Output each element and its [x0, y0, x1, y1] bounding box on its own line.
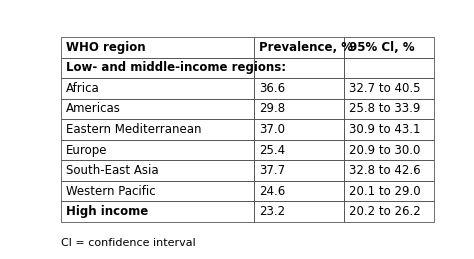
- Bar: [254, 57, 344, 78]
- Bar: [61, 119, 254, 140]
- Text: 37.7: 37.7: [259, 164, 285, 177]
- Bar: [61, 37, 254, 57]
- Text: Europe: Europe: [66, 143, 108, 156]
- Text: 20.1 to 29.0: 20.1 to 29.0: [349, 185, 420, 198]
- Bar: [254, 119, 344, 140]
- Text: 29.8: 29.8: [259, 103, 285, 116]
- Bar: [61, 37, 254, 57]
- Bar: [344, 78, 434, 99]
- Text: Low- and middle-income regions:: Low- and middle-income regions:: [66, 61, 286, 74]
- Bar: [254, 181, 344, 202]
- Bar: [344, 181, 434, 202]
- Bar: [254, 202, 344, 222]
- Bar: [254, 140, 344, 160]
- Bar: [61, 57, 254, 78]
- Text: Western Pacific: Western Pacific: [66, 185, 155, 198]
- Bar: [61, 119, 254, 140]
- Bar: [254, 37, 344, 57]
- Text: 95% Cl, %: 95% Cl, %: [349, 41, 414, 54]
- Bar: [61, 140, 254, 160]
- Bar: [344, 140, 434, 160]
- Text: High income: High income: [66, 205, 148, 218]
- Bar: [61, 181, 254, 202]
- Bar: [61, 78, 254, 99]
- Text: Americas: Americas: [66, 103, 121, 116]
- Bar: [254, 160, 344, 181]
- Text: Cl = confidence interval: Cl = confidence interval: [61, 238, 196, 248]
- Bar: [254, 202, 344, 222]
- Bar: [344, 119, 434, 140]
- Bar: [254, 78, 344, 99]
- Bar: [344, 181, 434, 202]
- Bar: [344, 57, 434, 78]
- Bar: [254, 140, 344, 160]
- Text: 25.4: 25.4: [259, 143, 285, 156]
- Text: 20.9 to 30.0: 20.9 to 30.0: [349, 143, 420, 156]
- Bar: [61, 99, 254, 119]
- Bar: [344, 119, 434, 140]
- Bar: [61, 160, 254, 181]
- Text: 37.0: 37.0: [259, 123, 285, 136]
- Bar: [61, 202, 254, 222]
- Bar: [344, 202, 434, 222]
- Bar: [344, 99, 434, 119]
- Bar: [254, 119, 344, 140]
- Bar: [344, 202, 434, 222]
- Bar: [254, 78, 344, 99]
- Text: 25.8 to 33.9: 25.8 to 33.9: [349, 103, 420, 116]
- Bar: [344, 99, 434, 119]
- Bar: [344, 160, 434, 181]
- Bar: [344, 140, 434, 160]
- Bar: [254, 99, 344, 119]
- Bar: [344, 37, 434, 57]
- Text: 24.6: 24.6: [259, 185, 285, 198]
- Bar: [61, 57, 254, 78]
- Bar: [254, 181, 344, 202]
- Bar: [61, 99, 254, 119]
- Bar: [344, 37, 434, 57]
- Bar: [254, 57, 344, 78]
- Text: 32.7 to 40.5: 32.7 to 40.5: [349, 82, 420, 95]
- Text: 32.8 to 42.6: 32.8 to 42.6: [349, 164, 420, 177]
- Text: 36.6: 36.6: [259, 82, 285, 95]
- Text: Prevalence, %: Prevalence, %: [259, 41, 353, 54]
- Bar: [61, 140, 254, 160]
- Text: 30.9 to 43.1: 30.9 to 43.1: [349, 123, 420, 136]
- Text: WHO region: WHO region: [66, 41, 146, 54]
- Text: 20.2 to 26.2: 20.2 to 26.2: [349, 205, 420, 218]
- Bar: [344, 57, 434, 78]
- Bar: [61, 181, 254, 202]
- Bar: [344, 160, 434, 181]
- Text: South-East Asia: South-East Asia: [66, 164, 158, 177]
- Bar: [254, 99, 344, 119]
- Bar: [254, 37, 344, 57]
- Text: Eastern Mediterranean: Eastern Mediterranean: [66, 123, 201, 136]
- Text: 23.2: 23.2: [259, 205, 285, 218]
- Text: Africa: Africa: [66, 82, 100, 95]
- Bar: [344, 78, 434, 99]
- Bar: [254, 160, 344, 181]
- Bar: [61, 78, 254, 99]
- Bar: [61, 202, 254, 222]
- Bar: [61, 160, 254, 181]
